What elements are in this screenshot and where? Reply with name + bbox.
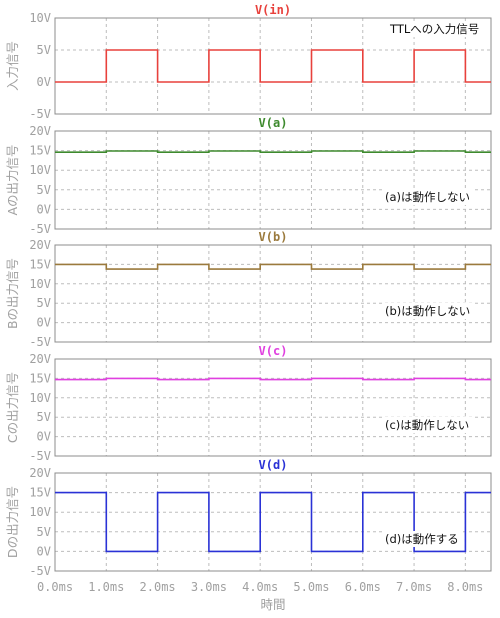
series-line-2 — [55, 150, 491, 153]
y-tick-label: -5V — [29, 449, 51, 463]
y-tick-label: 20V — [29, 352, 51, 366]
y-axis-label: 入力信号 — [5, 41, 20, 91]
y-tick-label: 10V — [29, 11, 51, 25]
y-tick-label: 10V — [29, 391, 51, 405]
y-tick-label: 5V — [37, 296, 51, 310]
panel-4: 20V 15V 10V 5V 0V -5V V(c) Cの出力信号 (c)は動作しない — [5, 344, 492, 463]
plot-frame — [54, 358, 492, 457]
y-tick-label: 20V — [29, 124, 51, 138]
y-tick-label: 5V — [37, 43, 51, 57]
panel-title: V(d) — [259, 458, 288, 472]
x-tick-label: 0.0ms — [37, 580, 73, 594]
x-tick-label: 5.0ms — [293, 580, 329, 594]
x-axis-label: 時間 — [260, 597, 285, 612]
annotation-background — [386, 21, 483, 37]
annotation-background — [382, 189, 474, 205]
y-tick-label: 0V — [37, 316, 51, 330]
annotation-text: (a)は動作しない — [385, 190, 470, 204]
y-tick-label: 5V — [37, 525, 51, 539]
plot-frame — [54, 244, 492, 343]
y-tick-label: 15V — [29, 257, 51, 271]
y-tick-label: 0V — [37, 75, 51, 89]
series-line-1 — [55, 49, 491, 83]
y-tick-label: 15V — [29, 371, 51, 385]
y-axis-label: Cの出力信号 — [5, 372, 20, 443]
y-tick-label: 0V — [37, 544, 51, 558]
y-axis-label: Dの出力信号 — [5, 486, 20, 558]
y-tick-label: 5V — [37, 183, 51, 197]
panel-title: V(c) — [259, 344, 288, 358]
panel-title: V(in) — [255, 3, 291, 17]
x-tick-label: 8.0ms — [447, 580, 483, 594]
y-axis-label: Aの出力信号 — [5, 144, 20, 215]
panel-5: 20V 15V 10V 5V 0V -5V V(d) Dの出力信号 (d)は動作する — [5, 458, 492, 578]
annotation-text: (c)は動作しない — [385, 418, 469, 432]
plot-frame — [54, 472, 492, 572]
panel-1: 10V 5V 0V -5V V(in) 入力信号 TTLへの入力信号 — [5, 3, 492, 121]
y-tick-label: 20V — [29, 238, 51, 252]
y-tick-label: 5V — [37, 410, 51, 424]
plot-frame — [54, 17, 492, 115]
y-tick-label: 20V — [29, 466, 51, 480]
y-tick-label: -5V — [29, 222, 51, 236]
panel-2: 20V 15V 10V 5V 0V -5V V(a) Aの出力信号 (a)は動作しない — [5, 116, 492, 236]
panel-title: V(b) — [259, 230, 288, 244]
y-tick-label: 0V — [37, 430, 51, 444]
y-tick-label: 15V — [29, 486, 51, 500]
y-tick-label: -5V — [29, 107, 51, 121]
x-tick-label: 1.0ms — [88, 580, 124, 594]
annotation-text: (d)は動作する — [385, 532, 459, 546]
y-tick-label: 0V — [37, 202, 51, 216]
series-line-3 — [55, 263, 491, 270]
x-tick-label: 4.0ms — [242, 580, 278, 594]
plot-frame — [54, 130, 492, 230]
annotation-background — [382, 417, 473, 433]
annotation-background — [382, 303, 474, 319]
annotation-text: TTLへの入力信号 — [389, 22, 479, 36]
panel-title: V(a) — [259, 116, 288, 130]
annotation-background — [382, 531, 462, 547]
y-tick-label: 15V — [29, 144, 51, 158]
x-tick-label: 6.0ms — [345, 580, 381, 594]
y-tick-label: -5V — [29, 335, 51, 349]
y-tick-label: 10V — [29, 163, 51, 177]
series-line-5 — [55, 491, 491, 553]
y-tick-label: 10V — [29, 277, 51, 291]
y-tick-label: 10V — [29, 505, 51, 519]
y-tick-label: -5V — [29, 564, 51, 578]
x-tick-label: 3.0ms — [191, 580, 227, 594]
x-tick-label: 7.0ms — [396, 580, 432, 594]
x-tick-label: 2.0ms — [140, 580, 176, 594]
series-line-4 — [55, 377, 491, 381]
panel-3: 20V 15V 10V 5V 0V -5V V(b) Bの出力信号 (b)は動作しない — [5, 230, 492, 349]
y-axis-label: Bの出力信号 — [5, 258, 20, 329]
annotation-text: (b)は動作しない — [385, 304, 470, 318]
